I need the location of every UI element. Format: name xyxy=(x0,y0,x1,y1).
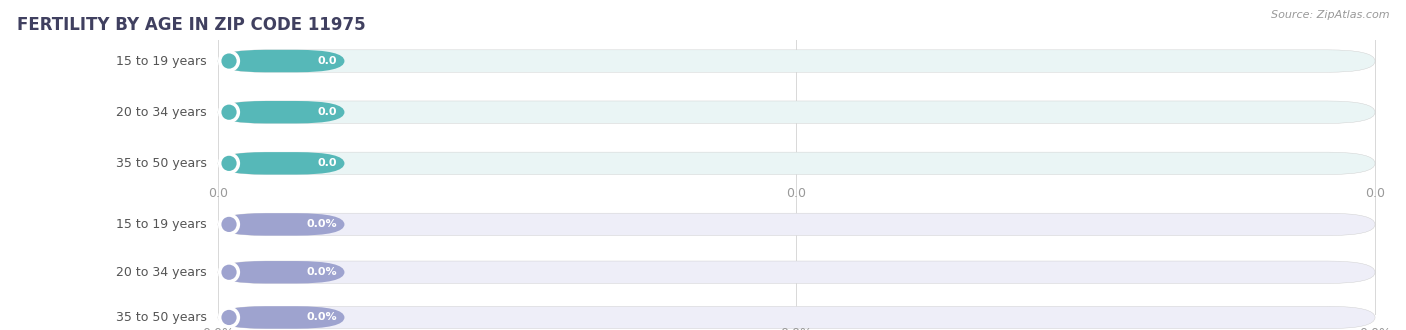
Ellipse shape xyxy=(221,105,236,120)
Text: 0.0%: 0.0% xyxy=(780,327,813,330)
Text: 0.0%: 0.0% xyxy=(307,313,337,322)
Ellipse shape xyxy=(218,152,240,175)
FancyBboxPatch shape xyxy=(218,306,1375,329)
Ellipse shape xyxy=(221,53,236,69)
Ellipse shape xyxy=(221,217,236,232)
Text: 0.0%: 0.0% xyxy=(307,219,337,229)
Ellipse shape xyxy=(221,265,236,280)
FancyBboxPatch shape xyxy=(218,152,344,175)
Text: 15 to 19 years: 15 to 19 years xyxy=(117,54,207,68)
FancyBboxPatch shape xyxy=(218,101,344,123)
Ellipse shape xyxy=(218,306,240,329)
Ellipse shape xyxy=(218,261,240,283)
FancyBboxPatch shape xyxy=(218,50,1375,72)
Text: 0.0: 0.0 xyxy=(318,107,337,117)
Text: 0.0: 0.0 xyxy=(1365,186,1385,200)
Text: FERTILITY BY AGE IN ZIP CODE 11975: FERTILITY BY AGE IN ZIP CODE 11975 xyxy=(17,16,366,35)
Ellipse shape xyxy=(218,101,240,123)
Text: 0.0%: 0.0% xyxy=(202,327,233,330)
FancyBboxPatch shape xyxy=(218,261,344,283)
FancyBboxPatch shape xyxy=(218,306,344,329)
Text: 35 to 50 years: 35 to 50 years xyxy=(115,311,207,324)
FancyBboxPatch shape xyxy=(218,261,1375,283)
Text: 0.0: 0.0 xyxy=(208,186,228,200)
Text: 0.0: 0.0 xyxy=(318,56,337,66)
FancyBboxPatch shape xyxy=(218,152,1375,175)
Text: 0.0: 0.0 xyxy=(786,186,807,200)
FancyBboxPatch shape xyxy=(218,213,344,236)
Ellipse shape xyxy=(221,156,236,171)
Text: 0.0%: 0.0% xyxy=(1360,327,1391,330)
FancyBboxPatch shape xyxy=(218,50,344,72)
Text: 35 to 50 years: 35 to 50 years xyxy=(115,157,207,170)
Text: 0.0: 0.0 xyxy=(318,158,337,168)
Ellipse shape xyxy=(218,50,240,72)
Text: 20 to 34 years: 20 to 34 years xyxy=(117,266,207,279)
Ellipse shape xyxy=(221,310,236,325)
FancyBboxPatch shape xyxy=(218,213,1375,236)
FancyBboxPatch shape xyxy=(218,101,1375,123)
Text: 20 to 34 years: 20 to 34 years xyxy=(117,106,207,119)
Text: 0.0%: 0.0% xyxy=(307,267,337,277)
Text: Source: ZipAtlas.com: Source: ZipAtlas.com xyxy=(1271,10,1389,20)
Text: 15 to 19 years: 15 to 19 years xyxy=(117,218,207,231)
Ellipse shape xyxy=(218,213,240,236)
